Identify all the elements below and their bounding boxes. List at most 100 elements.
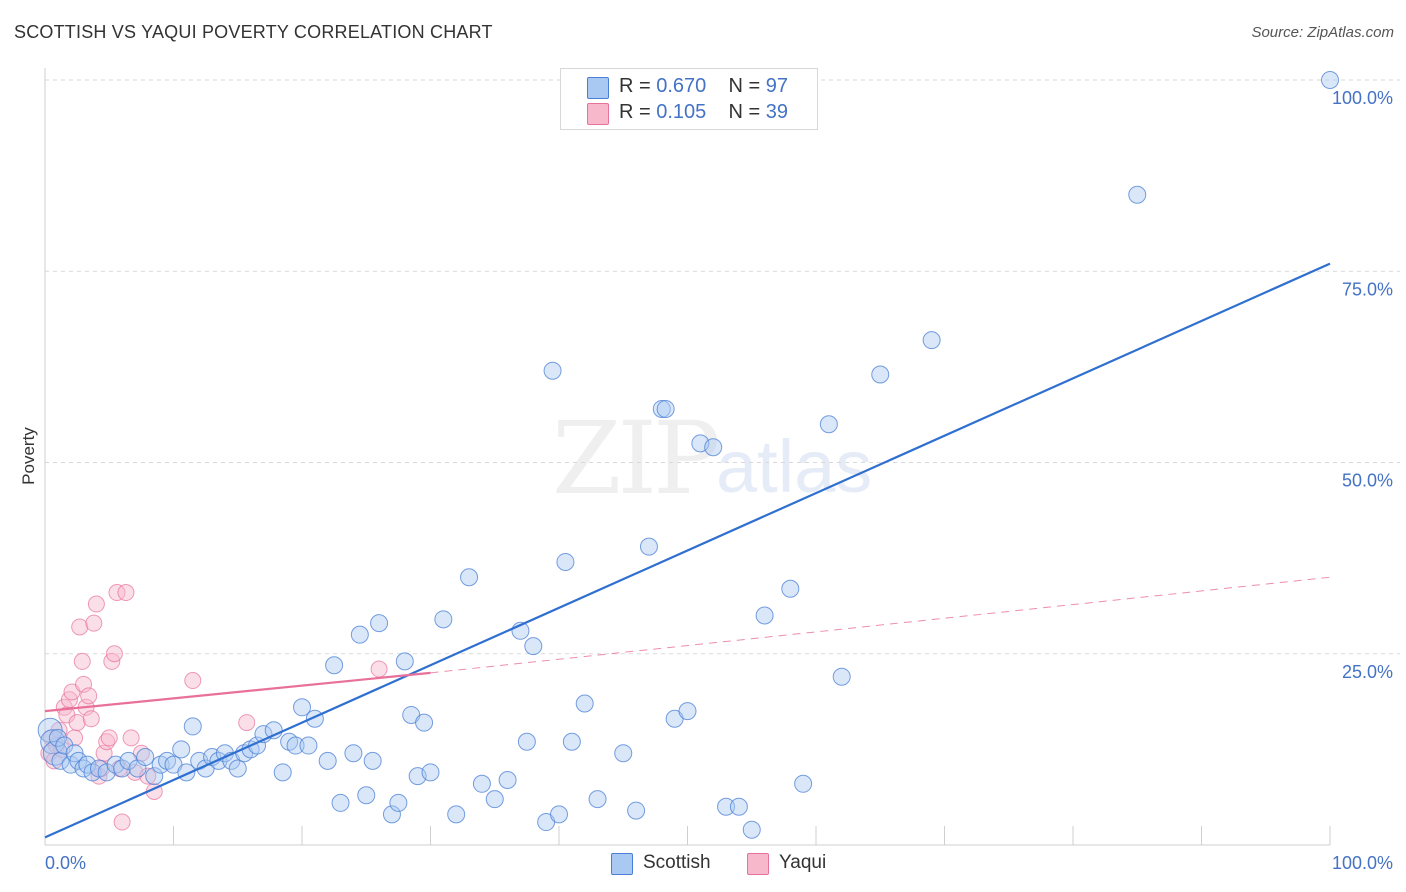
scottish-point — [819, 415, 838, 434]
tick-labels: 100.0% 75.0% 50.0% 25.0% 0.0% 100.0% — [45, 88, 1393, 873]
yaqui-point — [100, 729, 118, 747]
legend-n-value: 39 — [765, 101, 789, 123]
scottish-point — [678, 702, 697, 721]
scottish-point — [717, 797, 736, 816]
legend-r-value: 0.670 — [656, 75, 707, 97]
scottish-point — [357, 786, 376, 805]
legend-r-value: 0.105 — [656, 101, 707, 123]
scottish-point — [794, 774, 813, 793]
yaqui-point — [80, 687, 98, 705]
scottish-point — [434, 610, 453, 629]
scottish-point — [389, 793, 408, 812]
scottish-point — [1128, 185, 1147, 204]
scottish-point — [299, 736, 318, 755]
scottish-point — [286, 736, 305, 755]
axes — [44, 68, 1331, 846]
scottish-point — [113, 759, 132, 778]
legend-yaqui-label: Yaqui — [779, 852, 827, 873]
scottish-point — [55, 736, 74, 755]
watermark-atlas: atlas — [716, 425, 873, 508]
scottish-point — [472, 774, 491, 793]
yaqui-point — [122, 729, 140, 747]
scottish-point — [382, 805, 401, 824]
yaqui-swatch-icon — [587, 103, 609, 125]
scottish-point — [550, 805, 568, 824]
yaqui-point — [73, 652, 91, 670]
scottish-point — [344, 744, 363, 763]
x-tick-label: 100.0% — [1332, 853, 1393, 873]
scottish-point — [350, 625, 369, 644]
scottish-point — [639, 537, 658, 556]
scottish-point — [781, 579, 800, 598]
yaqui-trend-line — [44, 671, 431, 713]
scottish-point — [415, 713, 434, 732]
scottish-point — [627, 801, 646, 820]
scottish-point — [172, 740, 191, 759]
yaqui-point — [139, 767, 157, 785]
legend-box: R = 0.670 N = 97 R = 0.105 N = 39 — [560, 68, 818, 130]
yaqui-point — [71, 618, 89, 636]
scottish-point — [447, 805, 466, 824]
scottish-point — [273, 763, 292, 782]
scottish-swatch-icon — [587, 77, 609, 99]
yaqui-point — [184, 672, 202, 690]
scottish-point — [562, 732, 581, 751]
scottish-point — [97, 763, 116, 782]
scottish-point — [524, 637, 543, 656]
yaqui-point — [108, 584, 126, 602]
scottish-point — [119, 751, 138, 770]
legend-r-label: R = — [619, 101, 657, 123]
yaqui-point — [113, 813, 131, 831]
scottish-point — [1321, 71, 1339, 89]
yaqui-swatch-icon — [747, 853, 769, 875]
y-tick-label: 25.0% — [1342, 662, 1393, 682]
scottish-point — [755, 606, 774, 625]
scottish-point — [136, 748, 155, 767]
chart-title: SCOTTISH VS YAQUI POVERTY CORRELATION CH… — [14, 22, 493, 42]
yaqui-point — [87, 595, 105, 613]
scottish-point — [729, 797, 748, 816]
y-tick-label: 75.0% — [1342, 279, 1393, 299]
scottish-point — [742, 820, 761, 839]
scottish-point — [325, 656, 344, 675]
scottish-point — [421, 763, 440, 782]
scottish-point — [517, 732, 536, 751]
scottish-point — [145, 767, 164, 786]
scottish-point — [656, 399, 675, 418]
y-tick-label: 50.0% — [1342, 471, 1393, 491]
scottish-point — [48, 728, 67, 747]
yaqui-point — [105, 645, 123, 663]
scottish-point — [832, 667, 851, 686]
scottish-point — [363, 751, 382, 770]
scottish-swatch-icon — [611, 853, 633, 875]
yaqui-point — [370, 660, 388, 678]
scottish-point — [293, 698, 311, 717]
yaqui-point — [85, 614, 103, 632]
scottish-point — [331, 793, 350, 812]
x-tick-label: 0.0% — [45, 853, 86, 873]
legend-n-value: 97 — [765, 75, 789, 97]
scottish-point — [575, 694, 594, 713]
scottish-point — [318, 751, 337, 770]
watermark-zip: ZIP — [552, 400, 720, 517]
scottish-point — [51, 751, 70, 770]
y-tick-label: 100.0% — [1332, 88, 1393, 108]
scottish-point — [485, 790, 504, 809]
trend-lines — [44, 262, 1331, 839]
scottish-point — [871, 365, 890, 384]
legend-scottish-label: Scottish — [643, 852, 711, 873]
scottish-point — [556, 552, 575, 571]
scottish-point — [460, 568, 479, 587]
scottish-point — [543, 361, 562, 380]
legend-r-label: R = — [619, 75, 657, 97]
legend-n-label: N = — [728, 75, 766, 97]
scottish-point — [614, 744, 633, 763]
scottish-point — [228, 759, 247, 778]
yaqui-point — [238, 714, 256, 732]
scottish-point — [588, 790, 607, 809]
source-label: Source: ZipAtlas.com — [1251, 24, 1394, 41]
yaqui-point — [68, 714, 86, 732]
yaqui-point — [117, 584, 135, 602]
scottish-point — [370, 614, 389, 633]
